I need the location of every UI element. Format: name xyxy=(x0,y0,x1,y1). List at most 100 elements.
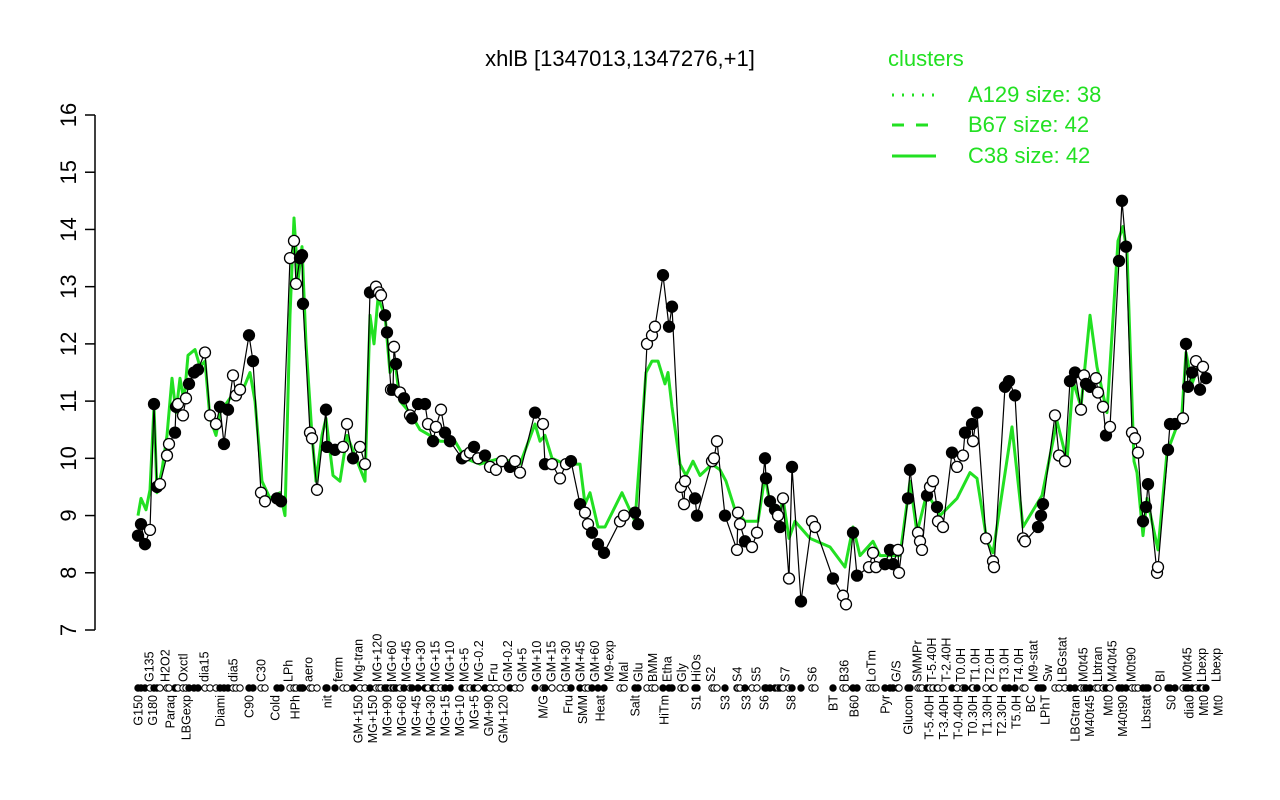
data-point-filled xyxy=(134,517,148,531)
data-point-open xyxy=(1058,455,1072,468)
x-marker xyxy=(1154,684,1162,692)
x-tick-label: SMM xyxy=(576,695,590,724)
data-point-filled xyxy=(1034,509,1048,522)
x-marker xyxy=(498,684,506,692)
data-point-filled xyxy=(246,354,260,368)
x-marker xyxy=(1011,684,1019,692)
data-point-filled xyxy=(295,249,309,262)
x-axis-point-markers xyxy=(134,684,1210,692)
data-point-filled xyxy=(168,426,182,439)
x-tick-label: LBGstat xyxy=(1055,636,1069,682)
data-point-open xyxy=(1103,420,1117,434)
data-point-filled xyxy=(418,397,432,411)
data-point-filled xyxy=(1181,380,1195,393)
x-marker xyxy=(531,684,539,692)
data-point-open xyxy=(434,403,448,416)
x-tick-label: S0 xyxy=(1164,695,1178,710)
data-point-open xyxy=(553,472,567,485)
x-tick-label: T-5.40H xyxy=(922,695,936,739)
x-marker xyxy=(895,684,903,692)
x-marker xyxy=(961,684,969,692)
x-tick-label: T1.30H xyxy=(980,695,994,736)
data-point-filled xyxy=(958,426,972,439)
data-point-open xyxy=(950,460,964,474)
data-point-open xyxy=(648,320,662,333)
x-tick-label: M40t90 xyxy=(1116,695,1130,737)
data-point-filled xyxy=(478,449,492,462)
x-tick-label: G180 xyxy=(146,695,160,726)
x-marker xyxy=(788,684,796,692)
x-tick-label: GM+120 xyxy=(496,695,510,743)
data-point-filled xyxy=(1185,366,1199,379)
x-marker xyxy=(842,684,850,692)
x-tick-label: Salt xyxy=(628,694,642,716)
x-marker xyxy=(1086,684,1094,692)
data-point-open xyxy=(776,492,790,505)
x-marker xyxy=(556,684,564,692)
data-point-filled xyxy=(1112,254,1126,268)
x-marker xyxy=(323,684,331,692)
x-tick-label: Glu xyxy=(631,663,645,683)
x-tick-label: Mt0 xyxy=(1101,695,1115,716)
x-tick-label: M0t45 xyxy=(1076,647,1090,682)
data-point-open xyxy=(750,526,764,539)
data-point-open xyxy=(358,457,372,471)
data-point-open xyxy=(1196,360,1210,373)
data-point-filled xyxy=(380,326,394,339)
y-tick-label: 8 xyxy=(56,567,81,579)
data-point-filled xyxy=(758,452,772,465)
cluster-line-c38 xyxy=(136,216,1207,569)
x-tick-label: MG+30 xyxy=(414,641,428,682)
x-marker xyxy=(1071,684,1079,692)
data-point-filled xyxy=(718,509,732,522)
data-point-filled xyxy=(1008,389,1022,402)
x-tick-label: C30 xyxy=(254,659,268,682)
x-tick-label: Lbexp xyxy=(1209,648,1223,682)
y-tick-label: 11 xyxy=(56,390,81,413)
x-tick-label: Cold xyxy=(268,695,282,721)
data-point-filled xyxy=(794,595,808,608)
data-point-open xyxy=(979,532,993,545)
data-point-open xyxy=(153,477,167,491)
x-marker xyxy=(990,684,998,692)
x-tick-label: dia5 xyxy=(226,658,240,682)
data-point-open xyxy=(143,523,157,537)
data-point-open xyxy=(179,392,193,405)
data-point-open xyxy=(578,506,592,519)
data-point-open xyxy=(226,369,240,382)
x-marker xyxy=(446,684,454,692)
x-tick-label: M0t90 xyxy=(1124,647,1138,682)
x-tick-label: GM+30 xyxy=(559,641,573,682)
data-point-open xyxy=(915,543,929,557)
x-tick-label: BI xyxy=(1153,670,1167,682)
data-point-open xyxy=(310,483,324,496)
x-marker xyxy=(1171,684,1179,692)
data-point-open xyxy=(289,277,303,290)
data-point-filled xyxy=(886,558,900,571)
data-point-open xyxy=(305,432,319,445)
x-marker xyxy=(249,684,257,692)
x-tick-label: HiOs xyxy=(689,654,703,682)
x-tick-label: Mt0 xyxy=(1211,695,1225,716)
data-point-filled xyxy=(773,520,787,534)
x-marker xyxy=(668,684,676,692)
data-point-open xyxy=(839,598,853,611)
x-tick-label: ferm xyxy=(331,657,345,682)
x-marker xyxy=(194,684,202,692)
x-tick-label: MG+10 xyxy=(443,641,457,682)
x-tick-label: HPh xyxy=(288,695,302,719)
x-tick-label: H2O2 xyxy=(158,649,172,682)
x-marker xyxy=(973,684,981,692)
x-tick-label: GM+150 xyxy=(351,695,365,743)
x-tick-label: MG+15 xyxy=(438,695,452,736)
x-tick-label: Lbexp xyxy=(1195,648,1209,682)
x-marker xyxy=(165,684,173,692)
x-tick-label: S5 xyxy=(749,667,763,682)
data-point-filled xyxy=(690,509,704,522)
y-tick-label: 12 xyxy=(56,332,81,356)
data-point-filled xyxy=(631,517,645,531)
data-point-filled xyxy=(826,572,840,585)
data-point-filled xyxy=(1119,240,1133,253)
data-point-open xyxy=(198,346,212,359)
x-tick-label: T-3.40H xyxy=(937,695,951,739)
